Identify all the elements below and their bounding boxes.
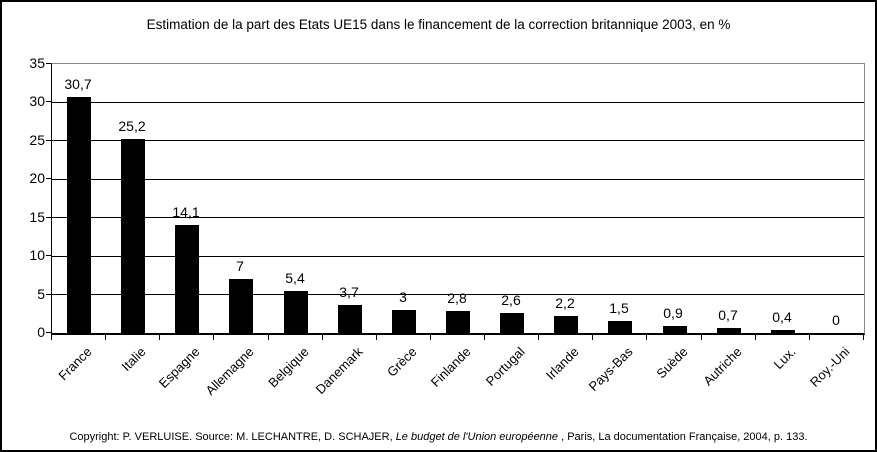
bar-belgique — [284, 291, 308, 333]
x-axis-tick-mark — [322, 334, 323, 340]
y-axis-tick-label: 0 — [37, 324, 45, 340]
plot-area — [51, 63, 865, 335]
bar-value-label: 14,1 — [172, 204, 200, 220]
y-axis-tick-label: 35 — [29, 55, 45, 71]
gridline — [52, 178, 864, 180]
bar-value-label: 30,7 — [64, 76, 92, 92]
y-axis-tick-label: 5 — [37, 285, 45, 302]
y-axis-tick-mark — [46, 63, 51, 64]
bar-portugal — [500, 313, 524, 333]
y-axis-tick-label: 20 — [29, 170, 45, 187]
x-axis-tick-mark — [755, 334, 756, 340]
bar-irlande — [554, 316, 578, 333]
x-axis-tick-mark — [213, 334, 214, 340]
bar-finlande — [446, 311, 470, 333]
x-axis-tick-mark — [51, 334, 52, 340]
y-axis-tick-label: 25 — [29, 131, 45, 148]
x-axis-tick-mark — [268, 334, 269, 340]
bar-value-label: 2,2 — [555, 295, 575, 311]
y-axis-tick-label: 10 — [29, 247, 45, 264]
y-axis-tick-mark — [46, 216, 51, 218]
y-axis-tick-mark — [46, 293, 51, 295]
x-axis-tick-mark — [863, 334, 864, 340]
bar-danemark — [338, 305, 362, 333]
bar-value-label: 5,4 — [285, 270, 305, 286]
bar-value-label: 3,7 — [339, 284, 359, 300]
source-caption: Copyright: P. VERLUISE. Source: M. LECHA… — [2, 431, 875, 443]
bar-value-label: 25,2 — [118, 118, 146, 134]
bar-value-label: 0,7 — [718, 307, 738, 323]
bar-value-label: 0,4 — [772, 309, 792, 325]
y-axis-tick-mark — [46, 178, 51, 180]
y-axis-tick-mark — [46, 332, 51, 333]
bar-value-label: 2,8 — [447, 290, 467, 306]
bar-italie — [121, 139, 145, 333]
x-axis-tick-mark — [809, 334, 810, 340]
bar-lux- — [771, 330, 795, 333]
x-axis-tick-mark — [701, 334, 702, 340]
source-caption-prefix: Copyright: P. VERLUISE. Source: M. LECHA… — [69, 431, 396, 443]
x-axis-tick-mark — [484, 334, 485, 340]
bar-value-label: 0,9 — [663, 305, 683, 321]
bar-value-label: 7 — [236, 258, 244, 274]
gridline — [52, 255, 864, 257]
bar-pays-bas — [608, 321, 632, 333]
y-axis-tick-mark — [46, 139, 51, 141]
gridline — [52, 217, 864, 219]
x-axis-tick-mark — [592, 334, 593, 340]
y-axis-tick-label: 30 — [29, 93, 45, 110]
y-axis-tick-label: 15 — [29, 208, 45, 225]
source-caption-suffix: , Paris, La documentation Française, 200… — [558, 431, 808, 443]
bar-value-label: 2,6 — [501, 292, 521, 308]
bar-espagne — [175, 225, 199, 333]
gridline — [52, 294, 864, 296]
bar-france — [67, 97, 91, 333]
x-axis-tick-mark — [376, 334, 377, 340]
x-axis-tick-mark — [159, 334, 160, 340]
x-axis-tick-mark — [430, 334, 431, 340]
bar-autriche — [717, 328, 741, 333]
bar-su-de — [663, 326, 687, 333]
bar-value-label: 0 — [832, 312, 840, 328]
x-axis-tick-mark — [538, 334, 539, 340]
bar-value-label: 3 — [399, 289, 407, 305]
gridline — [52, 140, 864, 142]
chart-title: Estimation de la part des Etats UE15 dan… — [146, 17, 731, 32]
x-axis-tick-mark — [105, 334, 106, 340]
x-axis-tick-mark — [646, 334, 647, 340]
source-caption-book-title: Le budget de l'Union européenne — [395, 431, 559, 443]
y-axis-tick-mark — [46, 255, 51, 257]
bar-value-label: 1,5 — [609, 300, 629, 316]
y-axis-tick-mark — [46, 101, 51, 103]
bar-allemagne — [229, 279, 253, 333]
bar-gr-ce — [392, 310, 416, 333]
gridline — [52, 101, 864, 103]
